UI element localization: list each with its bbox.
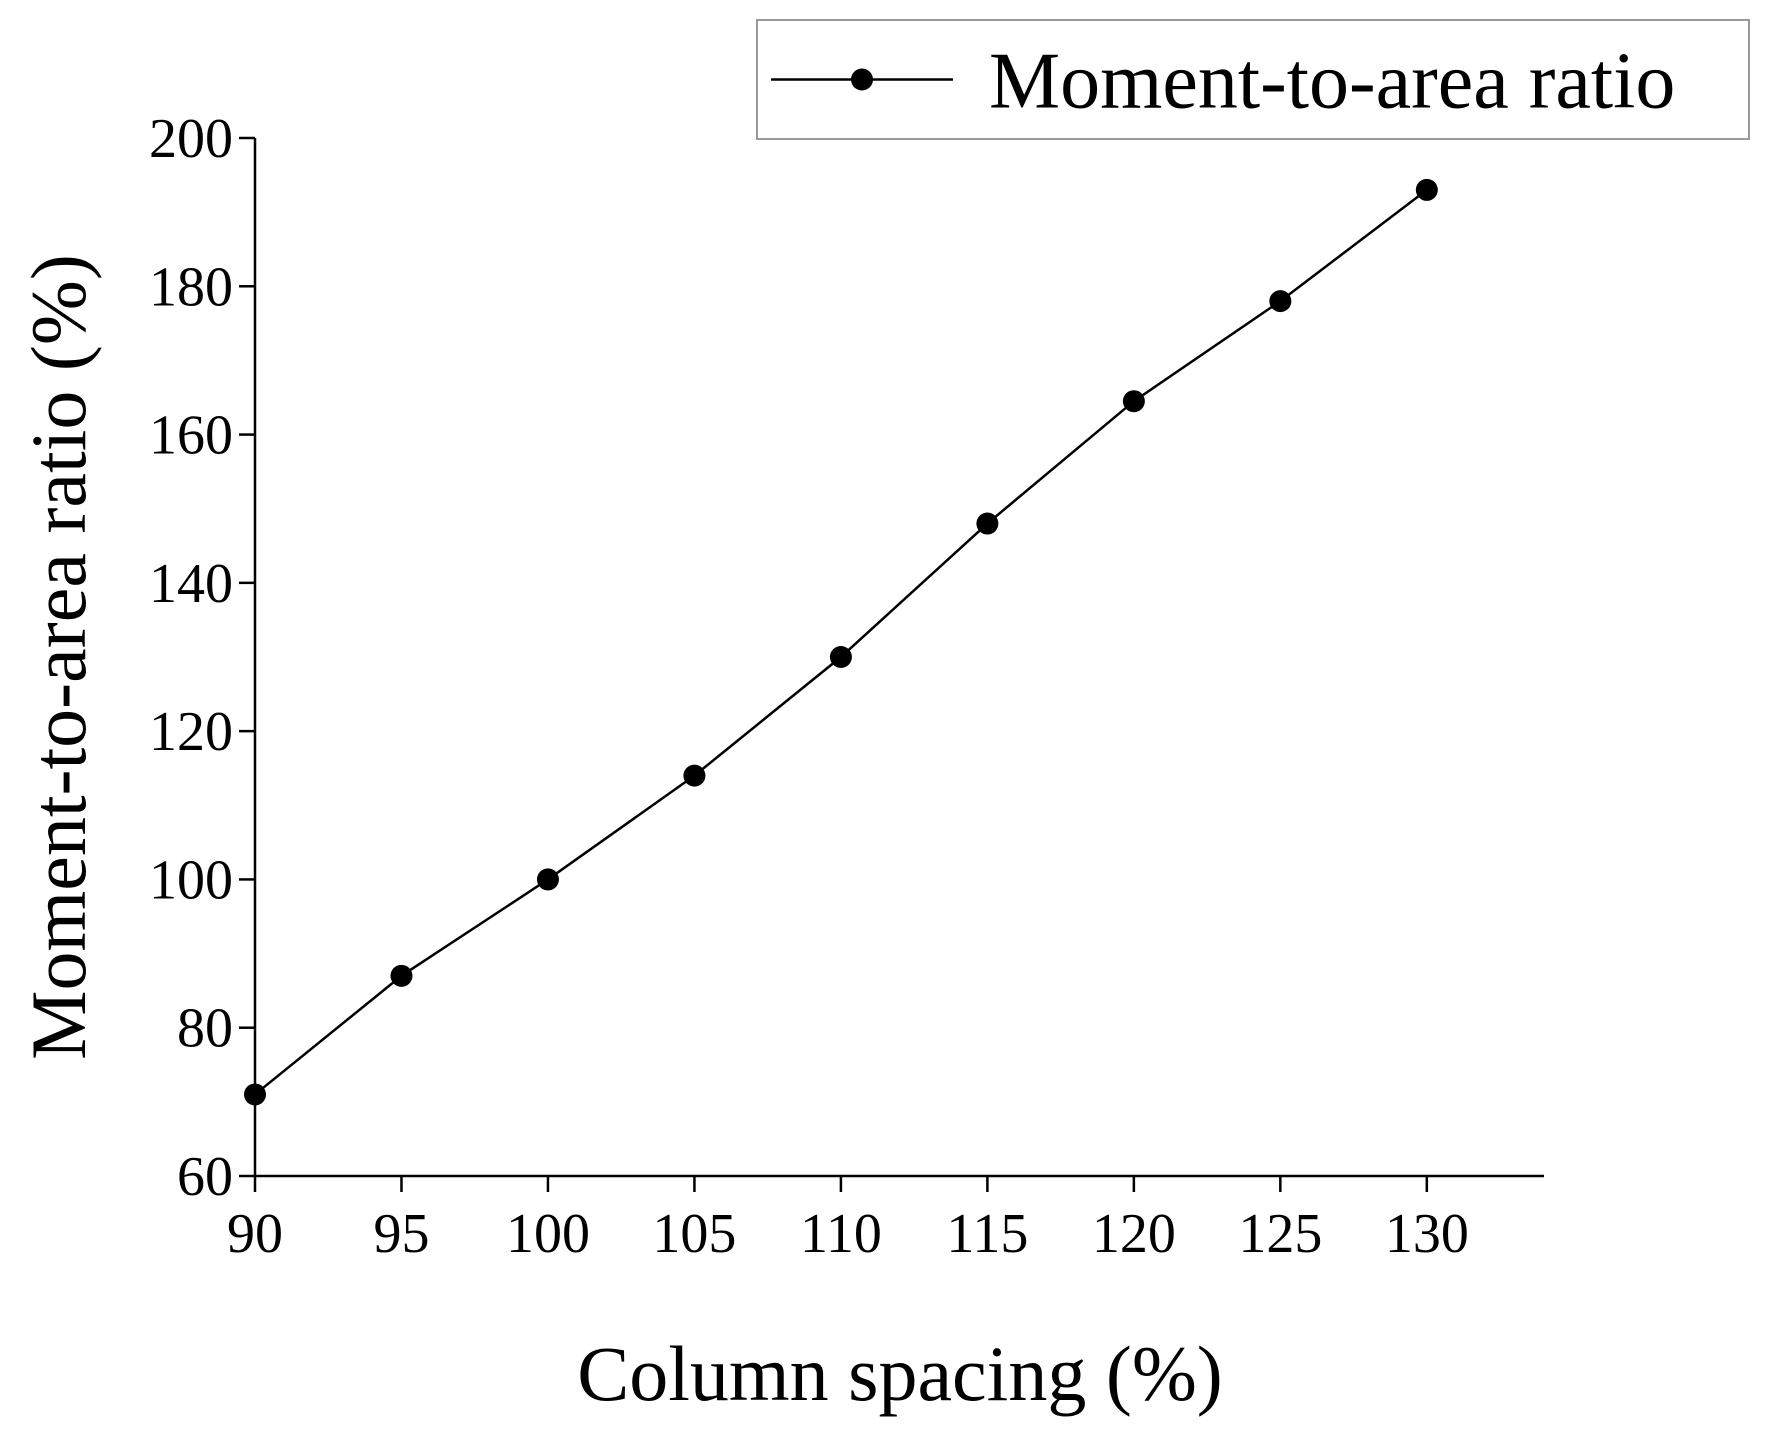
point bbox=[1269, 290, 1292, 313]
x-tick-label: 105 bbox=[652, 1203, 736, 1265]
point bbox=[976, 512, 999, 535]
y-axis-title: Moment-to-area ratio (%) bbox=[15, 254, 102, 1060]
point bbox=[1122, 390, 1145, 413]
x-tick-label: 110 bbox=[800, 1203, 882, 1265]
legend-label: Moment-to-area ratio bbox=[989, 38, 1675, 126]
x-tick-label: 90 bbox=[227, 1203, 283, 1265]
x-axis-title: Column spacing (%) bbox=[577, 1330, 1223, 1417]
series-line bbox=[254, 188, 1428, 1096]
point bbox=[829, 646, 852, 668]
x-tick-label: 125 bbox=[1238, 1203, 1322, 1265]
x-tick-label: 100 bbox=[506, 1203, 590, 1265]
y-tick-label: 180 bbox=[149, 256, 233, 318]
x-tick-label: 95 bbox=[373, 1203, 429, 1265]
x-tick-label: 115 bbox=[946, 1203, 1028, 1265]
y-tick-label: 80 bbox=[177, 998, 233, 1060]
x-tick-label: 120 bbox=[1092, 1203, 1176, 1265]
point bbox=[244, 1083, 266, 1106]
point bbox=[536, 868, 559, 891]
y-tick-label: 160 bbox=[149, 405, 233, 467]
y-tick-label: 200 bbox=[149, 108, 233, 170]
point bbox=[683, 764, 706, 787]
y-tick-label: 100 bbox=[149, 849, 233, 911]
legend-marker bbox=[851, 68, 873, 91]
y-tick-label: 60 bbox=[177, 1146, 233, 1208]
y-tick-label: 140 bbox=[149, 553, 233, 615]
y-tick-label: 120 bbox=[149, 701, 233, 763]
point bbox=[1415, 178, 1438, 201]
point bbox=[390, 964, 413, 987]
x-tick-label: 130 bbox=[1385, 1203, 1469, 1265]
